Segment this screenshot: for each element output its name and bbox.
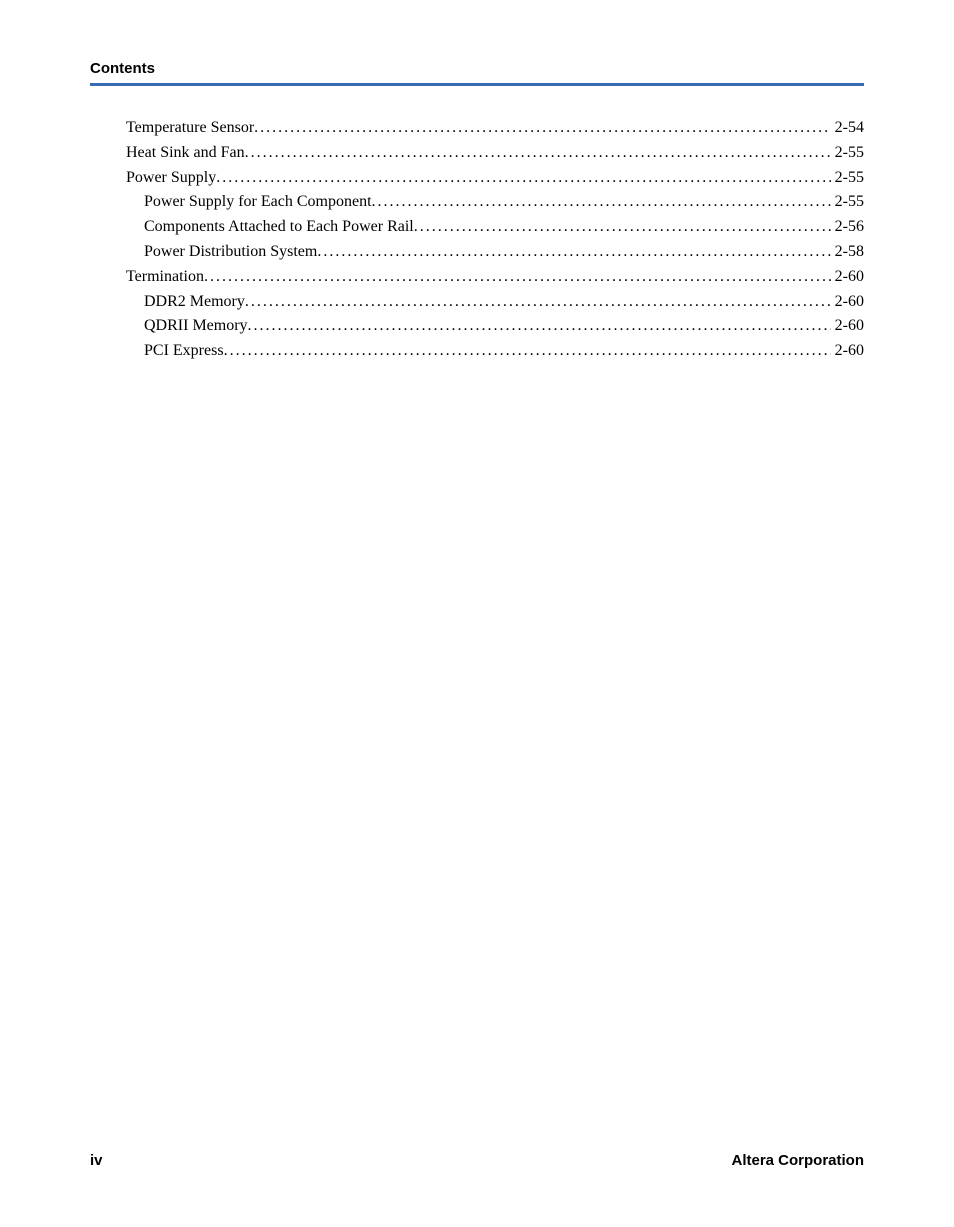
toc-dot-leader: [224, 339, 831, 364]
toc-entry: Power Supply 2-55: [90, 166, 864, 191]
toc-entry-page: 2-60: [831, 290, 864, 315]
toc-dot-leader: [248, 314, 831, 339]
toc-dot-leader: [414, 215, 831, 240]
page-footer: iv Altera Corporation: [90, 1152, 864, 1169]
toc-entry: Termination 2-60: [90, 265, 864, 290]
toc-entry-label: PCI Express: [144, 339, 224, 364]
toc-entry: Power Distribution System 2-58: [90, 240, 864, 265]
footer-company: Altera Corporation: [731, 1152, 864, 1169]
toc-dot-leader: [216, 166, 830, 191]
section-rule: [90, 83, 864, 86]
toc-dot-leader: [372, 190, 831, 215]
toc-entry: Heat Sink and Fan 2-55: [90, 141, 864, 166]
toc-dot-leader: [204, 265, 831, 290]
toc-entry: Power Supply for Each Component 2-55: [90, 190, 864, 215]
toc-dot-leader: [245, 290, 831, 315]
toc-entry: QDRII Memory 2-60: [90, 314, 864, 339]
section-title: Contents: [90, 60, 864, 77]
toc-dot-leader: [254, 116, 831, 141]
toc-entry-label: Components Attached to Each Power Rail: [144, 215, 414, 240]
document-page: Contents Temperature Sensor 2-54Heat Sin…: [0, 0, 954, 1227]
page-number: iv: [90, 1152, 103, 1169]
toc-entry-label: Heat Sink and Fan: [126, 141, 245, 166]
toc-dot-leader: [245, 141, 831, 166]
toc-entry-label: Power Supply: [126, 166, 216, 191]
toc-entry-page: 2-58: [831, 240, 864, 265]
toc-entry: PCI Express 2-60: [90, 339, 864, 364]
table-of-contents: Temperature Sensor 2-54Heat Sink and Fan…: [90, 116, 864, 364]
toc-entry-page: 2-55: [831, 141, 864, 166]
toc-entry-label: Termination: [126, 265, 204, 290]
toc-entry-label: QDRII Memory: [144, 314, 248, 339]
toc-entry-page: 2-54: [831, 116, 864, 141]
toc-entry: Temperature Sensor 2-54: [90, 116, 864, 141]
toc-entry: DDR2 Memory 2-60: [90, 290, 864, 315]
toc-entry-page: 2-60: [831, 339, 864, 364]
toc-entry-page: 2-60: [831, 314, 864, 339]
toc-entry-page: 2-55: [831, 190, 864, 215]
toc-entry-label: DDR2 Memory: [144, 290, 245, 315]
toc-entry: Components Attached to Each Power Rail 2…: [90, 215, 864, 240]
toc-entry-page: 2-55: [831, 166, 864, 191]
toc-entry-page: 2-60: [831, 265, 864, 290]
toc-entry-label: Power Distribution System: [144, 240, 317, 265]
toc-dot-leader: [317, 240, 830, 265]
toc-entry-label: Temperature Sensor: [126, 116, 254, 141]
toc-entry-label: Power Supply for Each Component: [144, 190, 372, 215]
toc-entry-page: 2-56: [831, 215, 864, 240]
